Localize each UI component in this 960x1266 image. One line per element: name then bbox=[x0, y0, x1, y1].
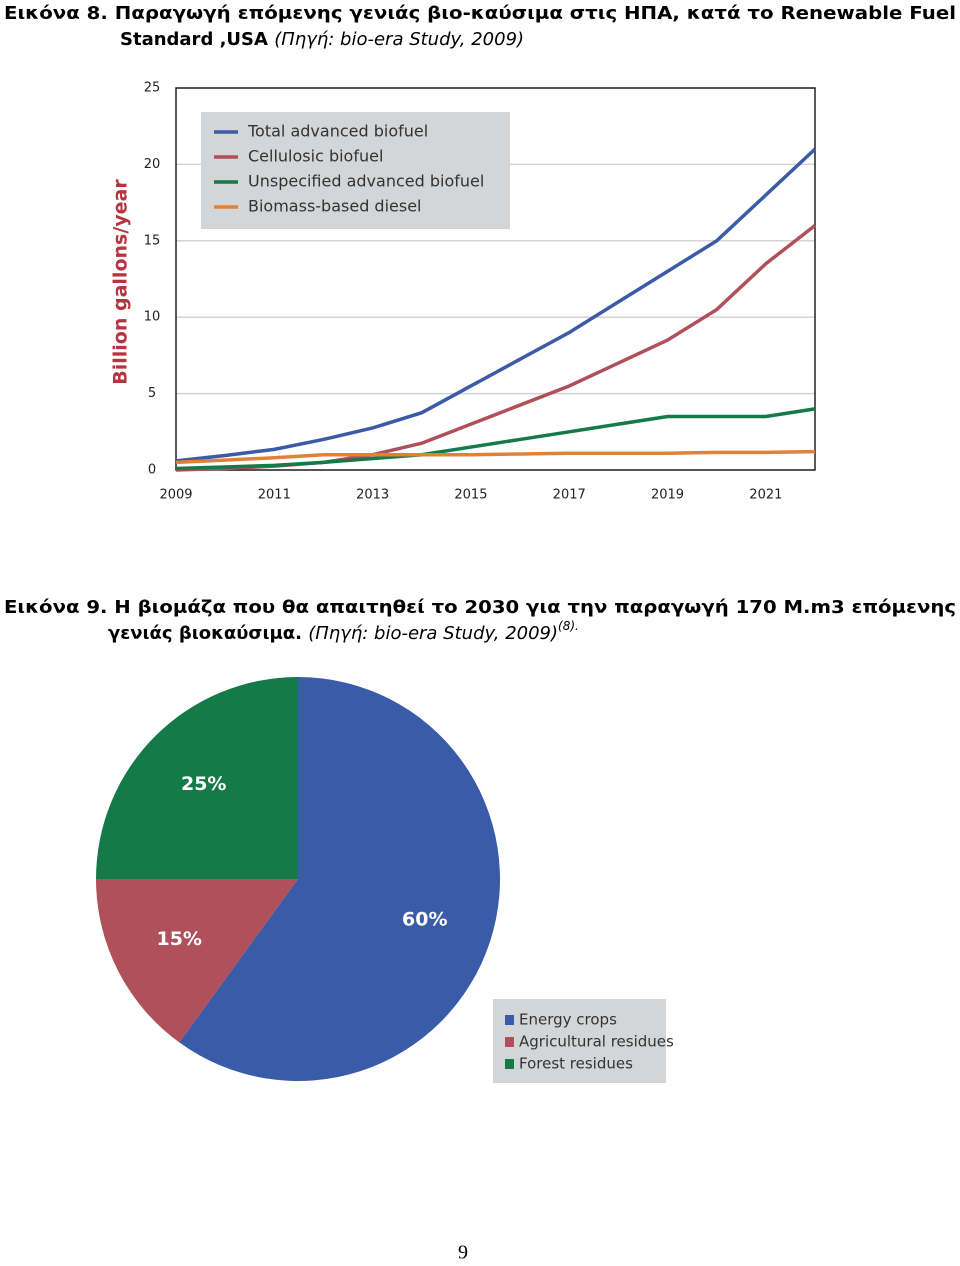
legend-label: Total advanced biofuel bbox=[247, 122, 428, 141]
caption-line: Εικόνα 8. Παραγωγή επόμενης γενιάς βιο-κ… bbox=[4, 3, 956, 24]
y-tick-label: 15 bbox=[144, 233, 161, 248]
legend-label: Forest residues bbox=[519, 1055, 633, 1073]
x-tick-label: 2019 bbox=[651, 488, 684, 503]
y-tick-label: 0 bbox=[148, 463, 156, 478]
slice-label: 15% bbox=[156, 928, 201, 950]
pie-slice bbox=[96, 677, 298, 879]
x-tick-label: 2013 bbox=[356, 488, 389, 503]
x-tick-label: 2011 bbox=[258, 488, 291, 503]
y-tick-label: 5 bbox=[148, 386, 156, 401]
series-line bbox=[175, 407, 816, 471]
caption-text: Standard ,USA bbox=[120, 29, 268, 50]
caption-source: (Πηγή: bio-era Study, 2009) bbox=[308, 623, 558, 644]
legend-label: Agricultural residues bbox=[519, 1033, 674, 1051]
caption-text: γενιάς βιοκαύσιμα. bbox=[108, 623, 302, 644]
legend-swatch bbox=[505, 1059, 514, 1069]
legend-swatch bbox=[505, 1015, 514, 1025]
caption-line: Εικόνα 9. Η βιομάζα που θα απαιτηθεί το … bbox=[4, 597, 956, 618]
x-tick-label: 2017 bbox=[553, 488, 586, 503]
y-axis-label: Billion gallons/year bbox=[110, 179, 132, 385]
y-tick-label: 20 bbox=[144, 157, 161, 172]
legend-label: Unspecified advanced biofuel bbox=[248, 172, 484, 191]
legend-label: Biomass-based diesel bbox=[248, 197, 422, 216]
series-line bbox=[175, 449, 816, 465]
legend-label: Cellulosic biofuel bbox=[248, 147, 383, 166]
page-number: 9 bbox=[458, 1242, 468, 1264]
slice-label: 60% bbox=[402, 909, 447, 931]
legend-box bbox=[493, 999, 666, 1083]
caption-source: (Πηγή: bio-era Study, 2009) bbox=[274, 29, 524, 50]
legend-label: Energy crops bbox=[519, 1011, 617, 1029]
legend-swatch bbox=[505, 1037, 514, 1047]
x-tick-label: 2021 bbox=[749, 488, 782, 503]
series-line bbox=[175, 147, 817, 463]
legend-box bbox=[201, 112, 510, 229]
x-tick-label: 2009 bbox=[159, 488, 192, 503]
caption-line: γενιάς βιοκαύσιμα. (Πηγή: bio-era Study,… bbox=[108, 619, 579, 645]
plot-frame bbox=[175, 87, 816, 471]
y-tick-label: 25 bbox=[144, 81, 161, 96]
y-tick-label: 10 bbox=[144, 310, 161, 325]
slice-label: 25% bbox=[181, 773, 226, 795]
x-tick-label: 2015 bbox=[454, 488, 487, 503]
caption-note: (8). bbox=[558, 619, 579, 633]
pie-slice bbox=[179, 677, 501, 1081]
caption-line: Standard ,USA (Πηγή: bio-era Study, 2009… bbox=[120, 29, 524, 50]
pie-slice bbox=[95, 879, 298, 1043]
series-line bbox=[175, 224, 817, 472]
